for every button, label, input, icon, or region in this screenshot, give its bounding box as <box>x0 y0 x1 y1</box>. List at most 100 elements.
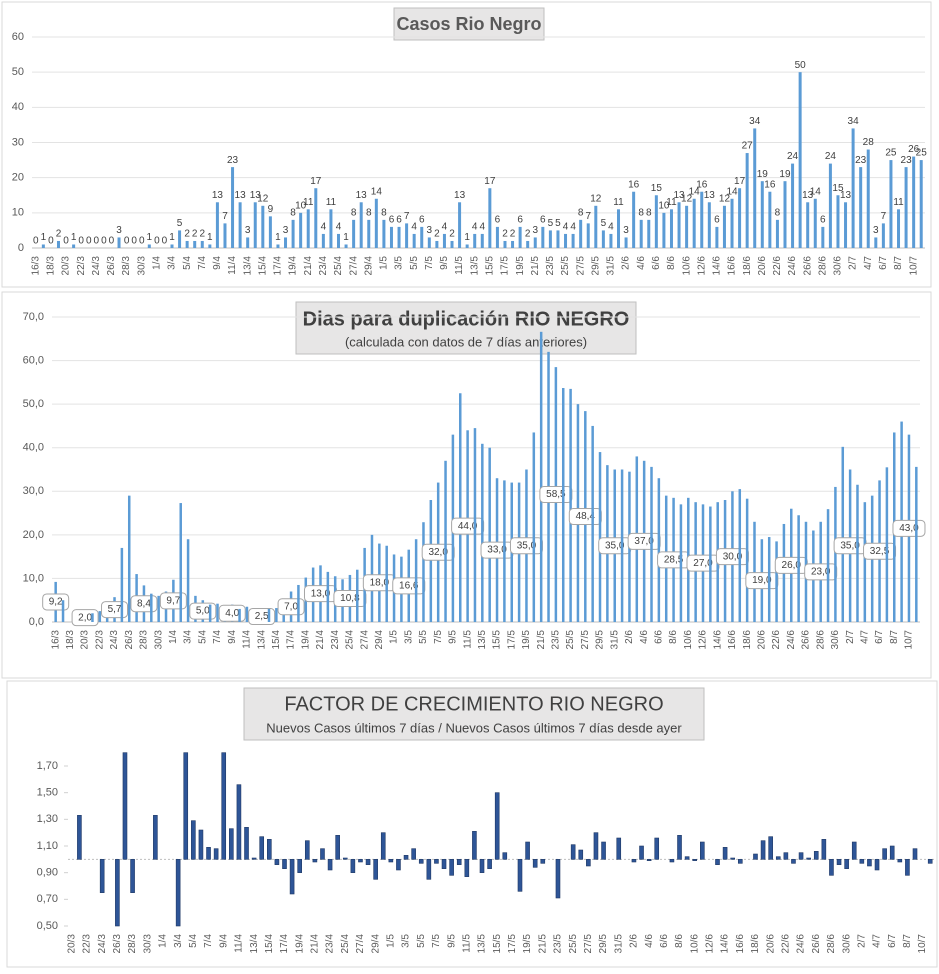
bar <box>889 160 893 248</box>
bar <box>358 859 363 863</box>
bar <box>426 859 432 880</box>
x-tick-label: 30/6 <box>841 934 852 954</box>
data-label: 11 <box>666 197 677 208</box>
x-tick-label: 28/6 <box>815 630 826 650</box>
bar <box>798 72 802 249</box>
title-box <box>243 687 705 741</box>
bar <box>885 467 889 622</box>
x-tick-label: 5/5 <box>418 630 429 644</box>
bar <box>616 837 622 860</box>
bar <box>208 604 212 622</box>
data-label: 34 <box>749 116 761 127</box>
bar <box>882 848 887 860</box>
bar <box>267 608 271 622</box>
bar <box>539 331 543 622</box>
data-label: 2 <box>502 229 508 240</box>
x-tick-label: 3/5 <box>394 256 405 270</box>
y-tick-label: 0 <box>18 242 24 254</box>
y-tick-label: 50,0 <box>23 398 44 410</box>
x-tick-label: 16/6 <box>727 256 738 276</box>
data-label: 8 <box>578 208 584 219</box>
x-tick-label: 6/7 <box>887 934 898 948</box>
bar <box>259 836 265 860</box>
bar <box>707 202 711 248</box>
x-tick-label: 15/5 <box>492 630 503 650</box>
x-tick-label: 24/6 <box>786 630 797 650</box>
x-tick-label: 10/7 <box>904 630 915 650</box>
x-tick-label: 28/6 <box>817 256 828 276</box>
bar <box>821 226 825 248</box>
bar <box>350 859 356 873</box>
x-tick-label: 29/5 <box>595 630 606 650</box>
bar <box>405 223 409 248</box>
x-tick-label: 28/6 <box>826 934 837 954</box>
data-label: 1 <box>343 232 349 243</box>
data-label: 5 <box>601 218 607 229</box>
bar <box>342 857 348 860</box>
bar <box>692 198 696 248</box>
x-tick-label: 22/6 <box>771 630 782 650</box>
data-label: 26,0 <box>782 560 802 571</box>
x-tick-label: 29/5 <box>590 256 601 276</box>
x-tick-label: 26/3 <box>112 934 123 954</box>
y-tick-label: 30,0 <box>23 485 44 497</box>
data-label: 48,4 <box>576 511 596 522</box>
data-label: 4 <box>472 222 478 233</box>
x-tick-label: 14/6 <box>712 630 723 650</box>
bar <box>700 191 704 248</box>
data-label: 3 <box>283 225 289 236</box>
data-label: 2 <box>199 229 205 240</box>
data-label: 0 <box>124 236 130 247</box>
x-tick-label: 9/4 <box>218 934 229 948</box>
x-tick-label: 30/6 <box>833 256 844 276</box>
x-tick-label: 24/3 <box>97 934 108 954</box>
data-label: 0 <box>101 236 107 247</box>
bar <box>791 163 795 248</box>
bar <box>654 837 660 860</box>
data-label: 3 <box>873 225 879 236</box>
x-tick-label: 28/3 <box>121 256 132 276</box>
x-tick-label: 16/6 <box>735 934 746 954</box>
data-label: 19 <box>757 169 769 180</box>
bar <box>927 859 933 864</box>
x-tick-label: 4/6 <box>639 630 650 644</box>
data-label: 11 <box>893 197 904 208</box>
bar <box>897 859 903 863</box>
data-label: 44,0 <box>458 521 478 532</box>
x-tick-label: 26/6 <box>802 256 813 276</box>
x-tick-label: 10/6 <box>681 256 692 276</box>
data-label: 0 <box>86 236 92 247</box>
y-tick-label: 40,0 <box>23 442 44 454</box>
bar <box>897 209 901 248</box>
data-label: 11 <box>613 197 624 208</box>
bar <box>336 233 340 248</box>
y-tick-label: 60 <box>12 31 24 43</box>
x-tick-label: 5/4 <box>197 630 208 644</box>
bar <box>56 240 60 248</box>
bar <box>722 847 728 860</box>
x-tick-label: 16/3 <box>30 256 41 276</box>
bar <box>709 506 712 622</box>
x-tick-label: 1/4 <box>158 934 169 948</box>
x-tick-label: 25/5 <box>568 934 579 954</box>
data-label: 5,0 <box>196 606 210 617</box>
bar <box>679 504 683 622</box>
x-tick-label: 22/3 <box>94 630 105 650</box>
bar <box>382 219 386 248</box>
x-tick-label: 9/5 <box>446 934 457 948</box>
bar <box>356 569 359 622</box>
data-label: 35,0 <box>517 540 537 551</box>
bar <box>813 198 817 248</box>
data-label: 0 <box>131 236 137 247</box>
data-label: 26 <box>908 144 920 155</box>
bar <box>213 848 219 860</box>
bar <box>215 202 219 248</box>
x-tick-label: 11/4 <box>234 934 245 953</box>
x-tick-label: 19/5 <box>515 256 526 276</box>
x-tick-label: 17/4 <box>279 934 290 954</box>
bar <box>186 539 190 622</box>
data-label: 17 <box>734 176 746 187</box>
data-label: 6 <box>495 215 501 226</box>
bar <box>98 611 102 622</box>
